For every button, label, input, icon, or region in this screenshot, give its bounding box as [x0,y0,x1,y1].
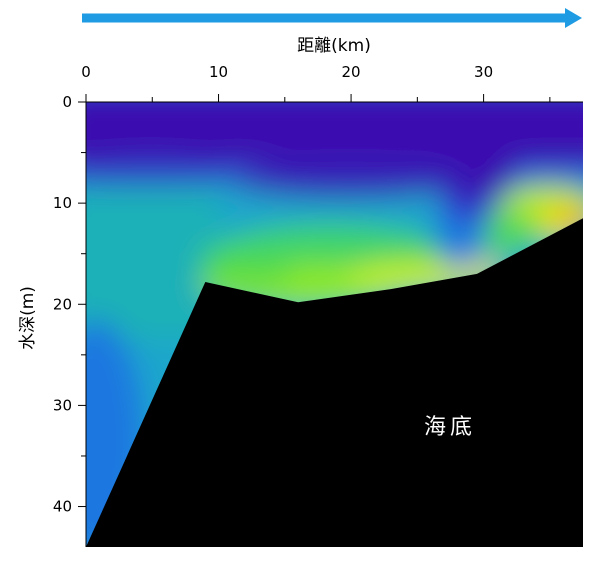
x-axis: 0 10 20 30 [81,63,583,103]
x-axis-title: 距離(km) [297,36,371,56]
y-tick-label: 20 [53,295,72,313]
seabed-label: 海底 [424,415,476,440]
y-axis-title: 水深(m) [18,286,38,350]
x-tick-label: 20 [342,63,361,81]
direction-arrow [82,8,582,28]
y-tick-label: 40 [53,498,72,516]
y-tick-label: 10 [53,194,72,212]
x-tick-label: 30 [474,63,493,81]
seabed-area [86,218,583,547]
plot-area [86,102,583,547]
y-axis: 0 10 20 30 40 [53,93,87,547]
y-tick-label: 30 [53,396,72,414]
y-tick-label: 0 [62,93,72,111]
x-tick-label: 10 [209,63,228,81]
x-tick-label: 0 [81,63,91,81]
